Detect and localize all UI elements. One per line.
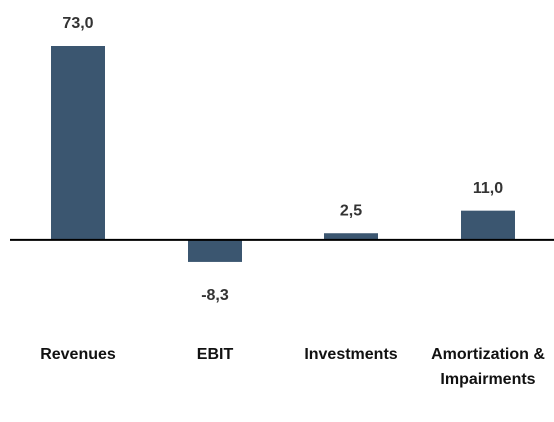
bar: [324, 233, 378, 240]
bar: [51, 46, 105, 240]
bar: [461, 210, 515, 240]
x-tick-label: Investments: [304, 346, 398, 363]
bar: [188, 239, 242, 262]
x-tick-label: EBIT: [196, 346, 234, 363]
x-tick-label: Revenues: [40, 346, 116, 363]
value-label: 11,0: [473, 180, 503, 197]
value-label: 73,0: [62, 15, 93, 32]
value-label: 2,5: [340, 202, 362, 219]
value-label: -8,3: [201, 287, 229, 304]
x-tick-label: Amortization & Impairments: [431, 346, 545, 388]
